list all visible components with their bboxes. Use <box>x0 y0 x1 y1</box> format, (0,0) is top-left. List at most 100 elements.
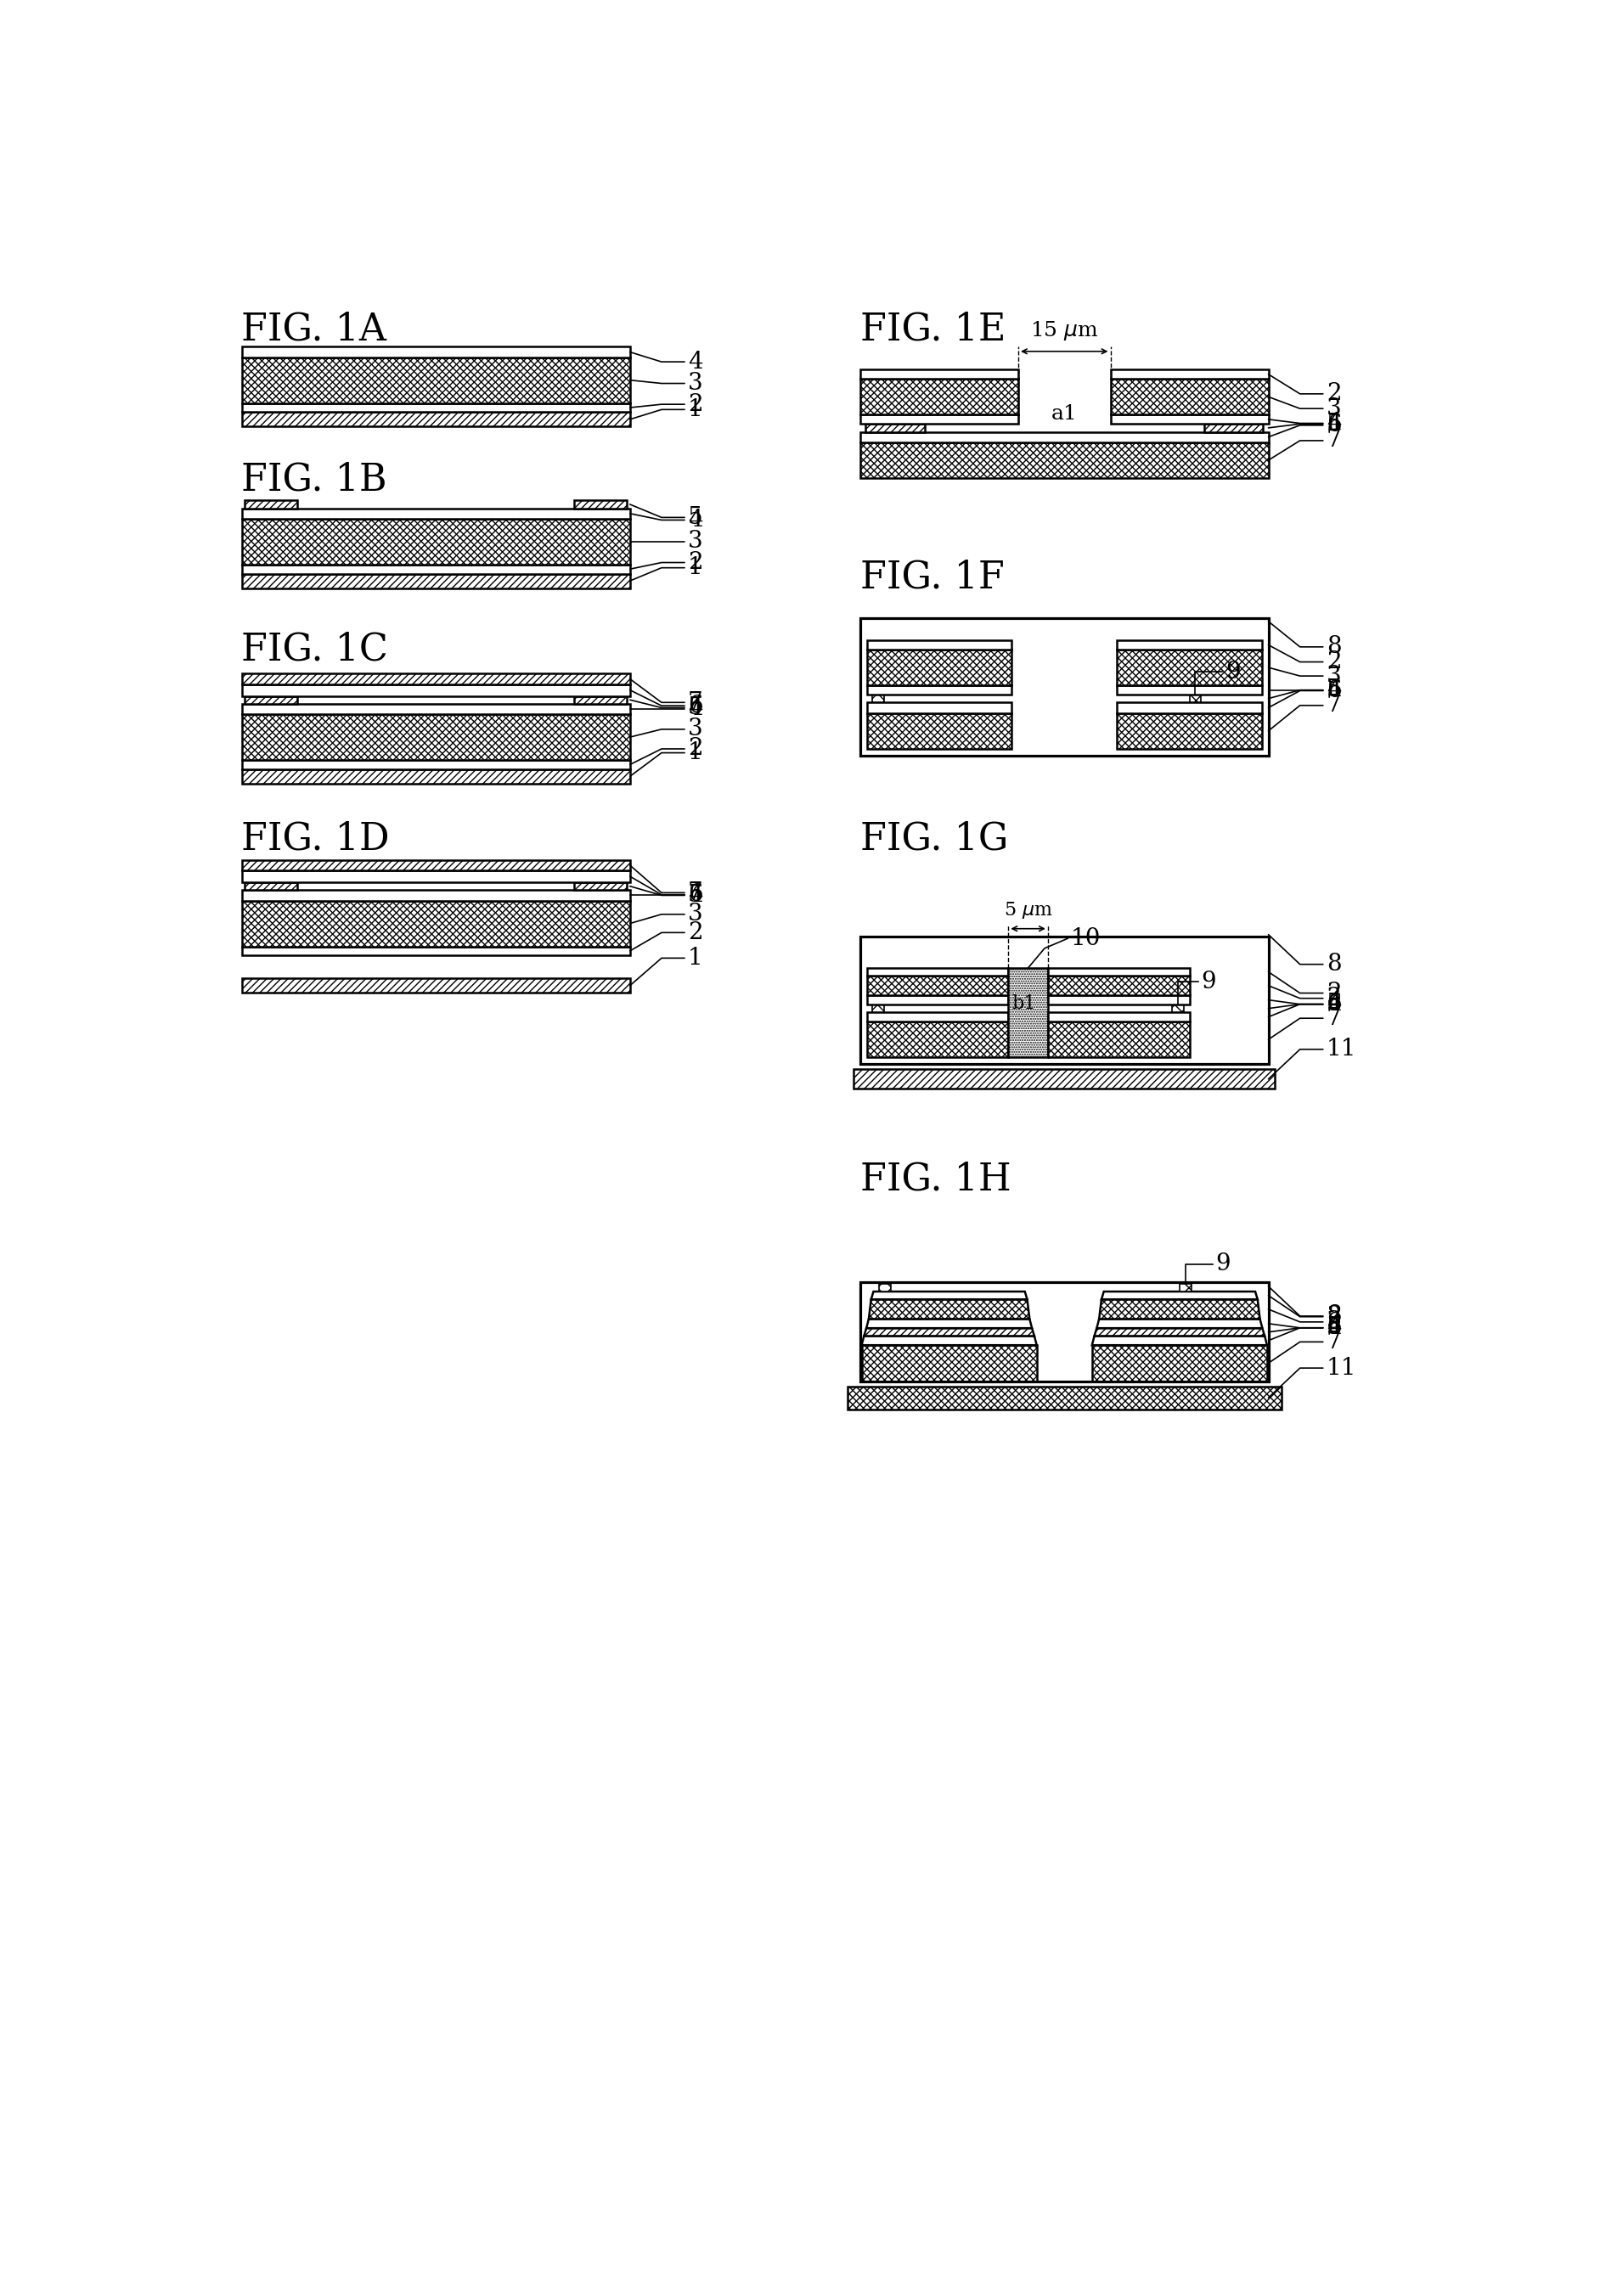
Bar <box>1117 714 1261 748</box>
Text: 4: 4 <box>1326 680 1340 703</box>
Text: 6: 6 <box>1326 1316 1340 1339</box>
Bar <box>1117 703 1261 714</box>
Bar <box>860 416 1019 425</box>
Bar <box>872 696 884 703</box>
Bar <box>241 673 631 684</box>
Bar <box>244 882 298 891</box>
Bar <box>574 882 627 891</box>
Text: 1: 1 <box>687 946 703 969</box>
Text: 7: 7 <box>1326 1006 1342 1029</box>
Bar <box>867 714 1012 748</box>
Bar <box>1048 976 1190 996</box>
Bar <box>241 714 631 760</box>
Text: 6: 6 <box>1326 413 1340 436</box>
Text: 15 $\mu$m: 15 $\mu$m <box>1030 319 1098 342</box>
Text: 7: 7 <box>1326 1329 1342 1352</box>
Text: 11: 11 <box>1326 1357 1357 1380</box>
Bar <box>1205 425 1263 432</box>
Text: 4: 4 <box>687 351 703 374</box>
Polygon shape <box>1100 1300 1260 1318</box>
Bar <box>1190 696 1201 703</box>
Text: 9: 9 <box>1216 1254 1231 1277</box>
Bar <box>860 937 1268 1063</box>
Text: 1: 1 <box>687 556 703 579</box>
Text: FIG. 1G: FIG. 1G <box>860 820 1009 856</box>
Bar <box>241 519 631 565</box>
Text: 7: 7 <box>1326 693 1342 716</box>
Bar <box>867 703 1012 714</box>
Polygon shape <box>1096 1318 1263 1327</box>
Bar <box>867 976 1009 996</box>
Bar <box>860 1283 1268 1382</box>
Polygon shape <box>862 1336 1036 1345</box>
Bar <box>872 1006 884 1013</box>
Polygon shape <box>868 1300 1030 1318</box>
Bar <box>241 900 631 946</box>
Text: 2: 2 <box>1326 1304 1340 1327</box>
Bar <box>1117 641 1261 650</box>
Text: 2: 2 <box>1326 383 1340 406</box>
Bar <box>1048 976 1190 996</box>
Text: 8: 8 <box>1326 953 1340 976</box>
Bar <box>241 358 631 404</box>
Text: 3: 3 <box>687 719 703 742</box>
Bar <box>860 379 1019 416</box>
Text: 2: 2 <box>1326 650 1340 673</box>
Polygon shape <box>863 1327 1035 1336</box>
Bar <box>847 1387 1282 1410</box>
Bar <box>241 870 631 882</box>
Text: 1: 1 <box>687 742 703 765</box>
Polygon shape <box>862 1345 1036 1382</box>
Text: FIG. 1B: FIG. 1B <box>241 461 388 498</box>
Bar <box>241 760 631 769</box>
Text: FIG. 1A: FIG. 1A <box>241 310 386 347</box>
Text: 2: 2 <box>687 551 703 574</box>
Bar <box>241 978 631 992</box>
Text: 3: 3 <box>687 372 703 395</box>
Text: 4: 4 <box>687 884 703 907</box>
Text: 5 $\mu$m: 5 $\mu$m <box>1004 900 1053 921</box>
Bar <box>867 714 1012 748</box>
Bar <box>867 969 1009 976</box>
Polygon shape <box>872 1293 1027 1300</box>
Text: 3: 3 <box>1326 664 1340 687</box>
Bar <box>867 976 1009 996</box>
Text: 3: 3 <box>687 902 703 925</box>
Text: 9: 9 <box>1201 971 1216 994</box>
Bar <box>241 347 631 358</box>
Text: FIG. 1E: FIG. 1E <box>860 310 1006 347</box>
Bar <box>1111 370 1268 379</box>
Text: 3: 3 <box>1326 987 1340 1010</box>
Text: FIG. 1D: FIG. 1D <box>241 820 390 856</box>
Text: 3: 3 <box>1326 397 1340 420</box>
Bar <box>860 432 1268 443</box>
Text: 5: 5 <box>687 696 703 719</box>
Text: FIG. 1F: FIG. 1F <box>860 560 1004 597</box>
Bar <box>1048 969 1190 976</box>
Text: FIG. 1H: FIG. 1H <box>860 1162 1011 1199</box>
Text: 3: 3 <box>687 530 703 553</box>
Bar <box>241 358 631 404</box>
Bar <box>1048 1022 1190 1058</box>
Bar <box>1048 1022 1190 1058</box>
Text: 4: 4 <box>687 698 703 721</box>
Bar <box>1111 416 1268 425</box>
Bar <box>860 443 1268 478</box>
Text: 5: 5 <box>1326 413 1340 436</box>
Bar <box>860 618 1268 755</box>
Bar <box>867 650 1012 687</box>
Bar <box>241 565 631 574</box>
Bar <box>854 1070 1274 1088</box>
Text: 8: 8 <box>1326 636 1340 659</box>
Polygon shape <box>1101 1293 1258 1300</box>
Text: 9: 9 <box>1226 661 1240 684</box>
Text: 2: 2 <box>1326 983 1340 1006</box>
Bar <box>867 687 1012 696</box>
Text: 3: 3 <box>1326 1311 1340 1334</box>
Bar <box>847 1387 1282 1410</box>
Polygon shape <box>867 1318 1032 1327</box>
Text: 2: 2 <box>687 737 703 760</box>
Bar <box>241 404 631 413</box>
Text: FIG. 1C: FIG. 1C <box>241 631 388 668</box>
Bar <box>241 891 631 900</box>
